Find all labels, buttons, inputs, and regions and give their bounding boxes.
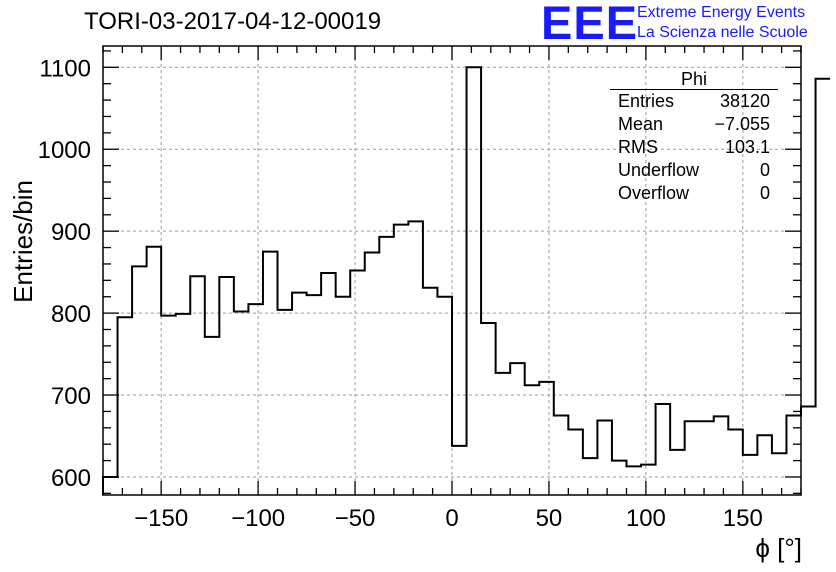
stats-row: Underflow 0 bbox=[610, 159, 778, 182]
histogram-bin bbox=[539, 382, 554, 495]
histogram-bin bbox=[481, 323, 496, 495]
y-tick-label: 700 bbox=[51, 383, 91, 410]
histogram-bin bbox=[437, 297, 452, 495]
histogram-bin bbox=[554, 416, 569, 495]
x-tick-label: 100 bbox=[626, 505, 666, 532]
stats-row: Overflow 0 bbox=[610, 182, 778, 205]
stats-box: Phi Entries 38120 Mean −7.055 RMS 103.1 Und… bbox=[610, 69, 778, 205]
histogram-bin bbox=[118, 317, 133, 495]
x-axis-label: ϕ [°] bbox=[755, 533, 802, 563]
histogram-bin bbox=[379, 237, 394, 495]
histogram-bin bbox=[248, 304, 263, 495]
histogram-bin bbox=[757, 435, 772, 495]
y-axis-label-wrap: Entries/bin bbox=[8, 180, 38, 303]
histogram-bin bbox=[350, 271, 365, 496]
stats-value: 38120 bbox=[719, 91, 770, 111]
histogram-bin bbox=[685, 421, 700, 495]
eee-logo: EEE bbox=[541, 0, 637, 55]
histogram-bin bbox=[452, 446, 467, 495]
y-tick-label: 900 bbox=[51, 219, 91, 246]
histogram-bin bbox=[161, 316, 176, 495]
histogram-bin bbox=[394, 225, 409, 495]
histogram-bin bbox=[627, 466, 642, 495]
histogram-bin bbox=[408, 221, 423, 495]
histogram-bin bbox=[801, 407, 816, 495]
y-tick-label: 600 bbox=[51, 465, 91, 492]
histogram-bin bbox=[772, 453, 787, 495]
histogram-bin bbox=[699, 421, 714, 495]
stats-label: Entries bbox=[618, 91, 675, 111]
stats-value: 103.1 bbox=[724, 137, 770, 157]
stats-value: 0 bbox=[759, 183, 770, 203]
stats-value: −7.055 bbox=[714, 114, 770, 134]
stats-label: RMS bbox=[618, 137, 658, 157]
histogram-bin bbox=[103, 477, 118, 495]
chart-title: TORI-03-2017-04-12-00019 bbox=[84, 8, 382, 35]
histogram-bin bbox=[263, 252, 278, 495]
x-tick-label: −150 bbox=[134, 505, 188, 532]
eee-logo-mark: EEE bbox=[541, 0, 637, 49]
histogram-bin bbox=[467, 67, 482, 495]
y-tick-label: 1000 bbox=[38, 137, 91, 164]
x-tick-label: −50 bbox=[335, 505, 376, 532]
histogram-bin bbox=[423, 288, 438, 495]
stats-row: Mean −7.055 bbox=[610, 113, 778, 136]
histogram-bin bbox=[568, 429, 583, 495]
y-tick-label: 1100 bbox=[39, 55, 91, 82]
stats-label: Mean bbox=[618, 114, 664, 134]
x-tick-label: 0 bbox=[445, 505, 458, 532]
stats-title: Phi bbox=[610, 69, 778, 90]
histogram-outline bbox=[102, 66, 831, 495]
histogram-bin bbox=[219, 277, 234, 495]
histogram-bin bbox=[612, 461, 627, 495]
histogram-bin bbox=[743, 455, 758, 495]
histogram-bin bbox=[321, 273, 336, 495]
stats-row: RMS 103.1 bbox=[610, 136, 778, 159]
histogram-bin bbox=[656, 404, 671, 495]
eee-logo-text: EEE bbox=[541, 0, 637, 46]
histogram-bin bbox=[641, 465, 656, 495]
histogram-bin bbox=[234, 311, 249, 495]
histogram-bin bbox=[132, 266, 147, 495]
y-tick-label: 800 bbox=[51, 301, 91, 328]
y-axis-label: Entries/bin bbox=[8, 180, 38, 303]
histogram-bin bbox=[365, 252, 380, 495]
x-tick-label: 50 bbox=[536, 505, 563, 532]
histogram-bin bbox=[176, 314, 191, 495]
stats-label: Underflow bbox=[618, 160, 700, 180]
histogram-bin bbox=[510, 363, 525, 495]
x-tick-label: −100 bbox=[231, 505, 285, 532]
histogram-bin bbox=[525, 385, 540, 495]
histogram-bin bbox=[147, 247, 162, 495]
histogram-bin bbox=[278, 310, 293, 495]
logo-line-2: La Scienza nelle Scuole bbox=[637, 24, 808, 41]
histogram-bin bbox=[597, 420, 612, 495]
histogram-bin bbox=[714, 416, 729, 495]
logo-line-1: Extreme Energy Events bbox=[637, 4, 806, 21]
x-tick-label: 150 bbox=[723, 505, 763, 532]
histogram-bin bbox=[816, 79, 831, 495]
histogram-bin bbox=[728, 429, 743, 495]
histogram-bin bbox=[336, 297, 351, 495]
stats-value: 0 bbox=[759, 160, 770, 180]
histogram-bin bbox=[292, 293, 307, 495]
stats-row: Entries 38120 bbox=[610, 90, 778, 113]
histogram-bin bbox=[205, 337, 220, 495]
histogram-bin bbox=[670, 450, 685, 495]
histogram-bin bbox=[190, 276, 205, 495]
stats-label: Overflow bbox=[618, 183, 690, 203]
